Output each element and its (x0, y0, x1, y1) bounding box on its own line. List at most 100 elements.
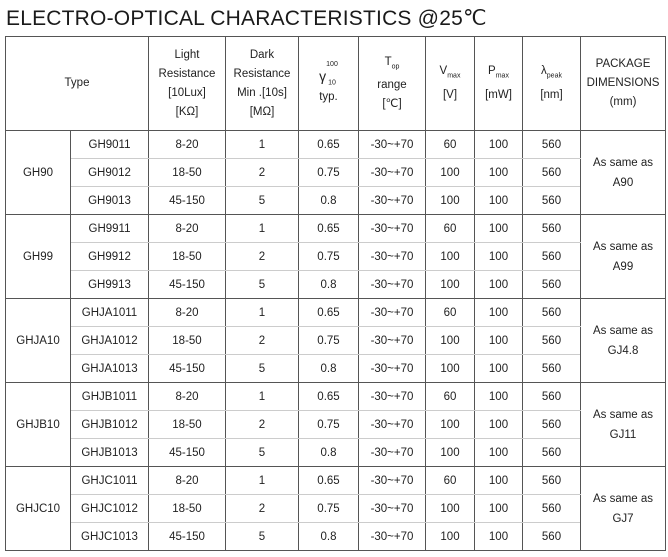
cell-pmax: 100 (474, 186, 523, 215)
cell-vmax: 60 (425, 130, 475, 159)
header-line: [10Lux] (168, 86, 206, 99)
cell-model: GH9013 (70, 186, 149, 215)
cell-temp-range: -30~+70 (358, 158, 426, 187)
package-dimensions: As same as GJ4.8 (580, 298, 666, 383)
cell-dark-resistance: 5 (225, 186, 299, 215)
group-name: GH99 (5, 214, 71, 299)
package-line: A90 (612, 176, 634, 189)
cell-pmax: 100 (474, 158, 523, 187)
cell-pmax: 100 (474, 494, 523, 523)
cell-temp-range: -30~+70 (358, 298, 426, 327)
cell-gamma: 0.75 (298, 410, 359, 439)
cell-light-resistance: 18-50 (148, 494, 226, 523)
header-line: Min .[10s] (237, 86, 287, 99)
header-package: PACKAGE DIMENSIONS (mm) (580, 36, 666, 131)
header-sub: max (495, 72, 509, 80)
gamma-indices: 100 10 (326, 60, 338, 88)
cell-gamma: 0.65 (298, 298, 359, 327)
cell-lpeak: 560 (522, 186, 581, 215)
package-dimensions: As same as A90 (580, 130, 666, 215)
group-name: GH90 (5, 130, 71, 215)
table-row: GHJC10 GHJC1011 8-20 1 0.65 -30~+70 60 100 560 As… (5, 466, 666, 551)
cell-lpeak: 560 (522, 494, 581, 523)
cell-vmax: 60 (425, 214, 475, 243)
table-row: GHJB1013 45-150 5 0.8 -30~+70 100 100 560 (6, 438, 666, 467)
cell-light-resistance: 8-20 (148, 130, 226, 159)
header-sub: max (447, 72, 461, 80)
header-line: (mm) (609, 96, 637, 108)
cell-light-resistance: 45-150 (148, 438, 226, 467)
cell-gamma: 0.8 (298, 354, 359, 383)
table-row: GH90 GH9011 8-20 1 0.65 -30~+70 60 100 560 As sam… (5, 130, 666, 215)
cell-model: GH9913 (70, 270, 149, 299)
cell-light-resistance: 18-50 (148, 410, 226, 439)
cell-gamma: 0.75 (298, 158, 359, 187)
header-light-resistance: Light Resistance [10Lux] [KΩ] (148, 36, 226, 131)
header-line: [V] (442, 88, 458, 101)
cell-vmax: 100 (425, 410, 475, 439)
header-sub: op (391, 63, 400, 71)
cell-lpeak: 560 (522, 130, 581, 159)
table-row: GHJB1012 18-50 2 0.75 -30~+70 100 100 560 (6, 410, 666, 439)
cell-light-resistance: 18-50 (148, 158, 226, 187)
header-pmax: Pmax [mW] (474, 36, 523, 131)
cell-pmax: 100 (474, 382, 523, 411)
package-line: GJ7 (612, 512, 634, 525)
header-line: PACKAGE (595, 58, 651, 70)
cell-light-resistance: 8-20 (148, 382, 226, 411)
cell-pmax: 100 (474, 270, 523, 299)
cell-vmax: 60 (425, 298, 475, 327)
cell-vmax: 100 (425, 494, 475, 523)
header-line: range (377, 79, 407, 92)
header-row: Type Light Resistance [10Lux] [KΩ] Dark Resi… (5, 36, 666, 131)
cell-gamma: 0.8 (298, 522, 359, 551)
table-row: GHJA1012 18-50 2 0.75 -30~+70 100 100 560 (6, 326, 666, 355)
header-line: [KΩ] (175, 105, 199, 118)
cell-dark-resistance: 1 (225, 214, 299, 243)
cell-dark-resistance: 5 (225, 270, 299, 299)
cell-vmax: 100 (425, 326, 475, 355)
cell-gamma: 0.8 (298, 270, 359, 299)
cell-lpeak: 560 (522, 354, 581, 383)
cell-model: GHJA1013 (70, 354, 149, 383)
cell-temp-range: -30~+70 (358, 214, 426, 243)
cell-gamma: 0.65 (298, 214, 359, 243)
header-sub: peak (546, 72, 562, 80)
cell-lpeak: 560 (522, 158, 581, 187)
cell-light-resistance: 45-150 (148, 522, 226, 551)
cell-model: GHJC1012 (70, 494, 149, 523)
cell-temp-range: -30~+70 (358, 410, 426, 439)
cell-dark-resistance: 1 (225, 466, 299, 495)
cell-light-resistance: 8-20 (148, 214, 226, 243)
header-vmax: Vmax [V] (425, 36, 475, 131)
cell-temp-range: -30~+70 (358, 382, 426, 411)
package-dimensions: As same as A99 (580, 214, 666, 299)
cell-model: GHJC1013 (70, 522, 149, 551)
header-line: [℃] (382, 98, 402, 111)
cell-dark-resistance: 5 (225, 438, 299, 467)
cell-vmax: 100 (425, 438, 475, 467)
cell-temp-range: -30~+70 (358, 438, 426, 467)
group-name: GHJB10 (5, 382, 71, 467)
cell-lpeak: 560 (522, 242, 581, 271)
cell-model: GH9912 (70, 242, 149, 271)
cell-model: GHJB1012 (70, 410, 149, 439)
table-row: GHJC1013 45-150 5 0.8 -30~+70 100 100 560 (6, 522, 666, 551)
table-body: GH90 GH9011 8-20 1 0.65 -30~+70 60 100 560 As sam… (5, 130, 666, 551)
header-line: Dark (249, 48, 275, 61)
gamma-sub: 10 (328, 79, 336, 87)
cell-model: GHJA1011 (70, 298, 149, 327)
table-row: GHJA10 GHJA1011 8-20 1 0.65 -30~+70 60 100 560 As… (5, 298, 666, 383)
header-line: Resistance (233, 67, 291, 80)
cell-pmax: 100 (474, 298, 523, 327)
cell-lpeak: 560 (522, 270, 581, 299)
cell-dark-resistance: 2 (225, 326, 299, 355)
cell-temp-range: -30~+70 (358, 270, 426, 299)
cell-model: GH9012 (70, 158, 149, 187)
cell-vmax: 60 (425, 382, 475, 411)
header-line: [mW] (485, 88, 512, 101)
cell-model: GHJC1011 (70, 466, 149, 495)
cell-dark-resistance: 1 (225, 130, 299, 159)
cell-temp-range: -30~+70 (358, 466, 426, 495)
header-line: typ. (319, 91, 338, 104)
